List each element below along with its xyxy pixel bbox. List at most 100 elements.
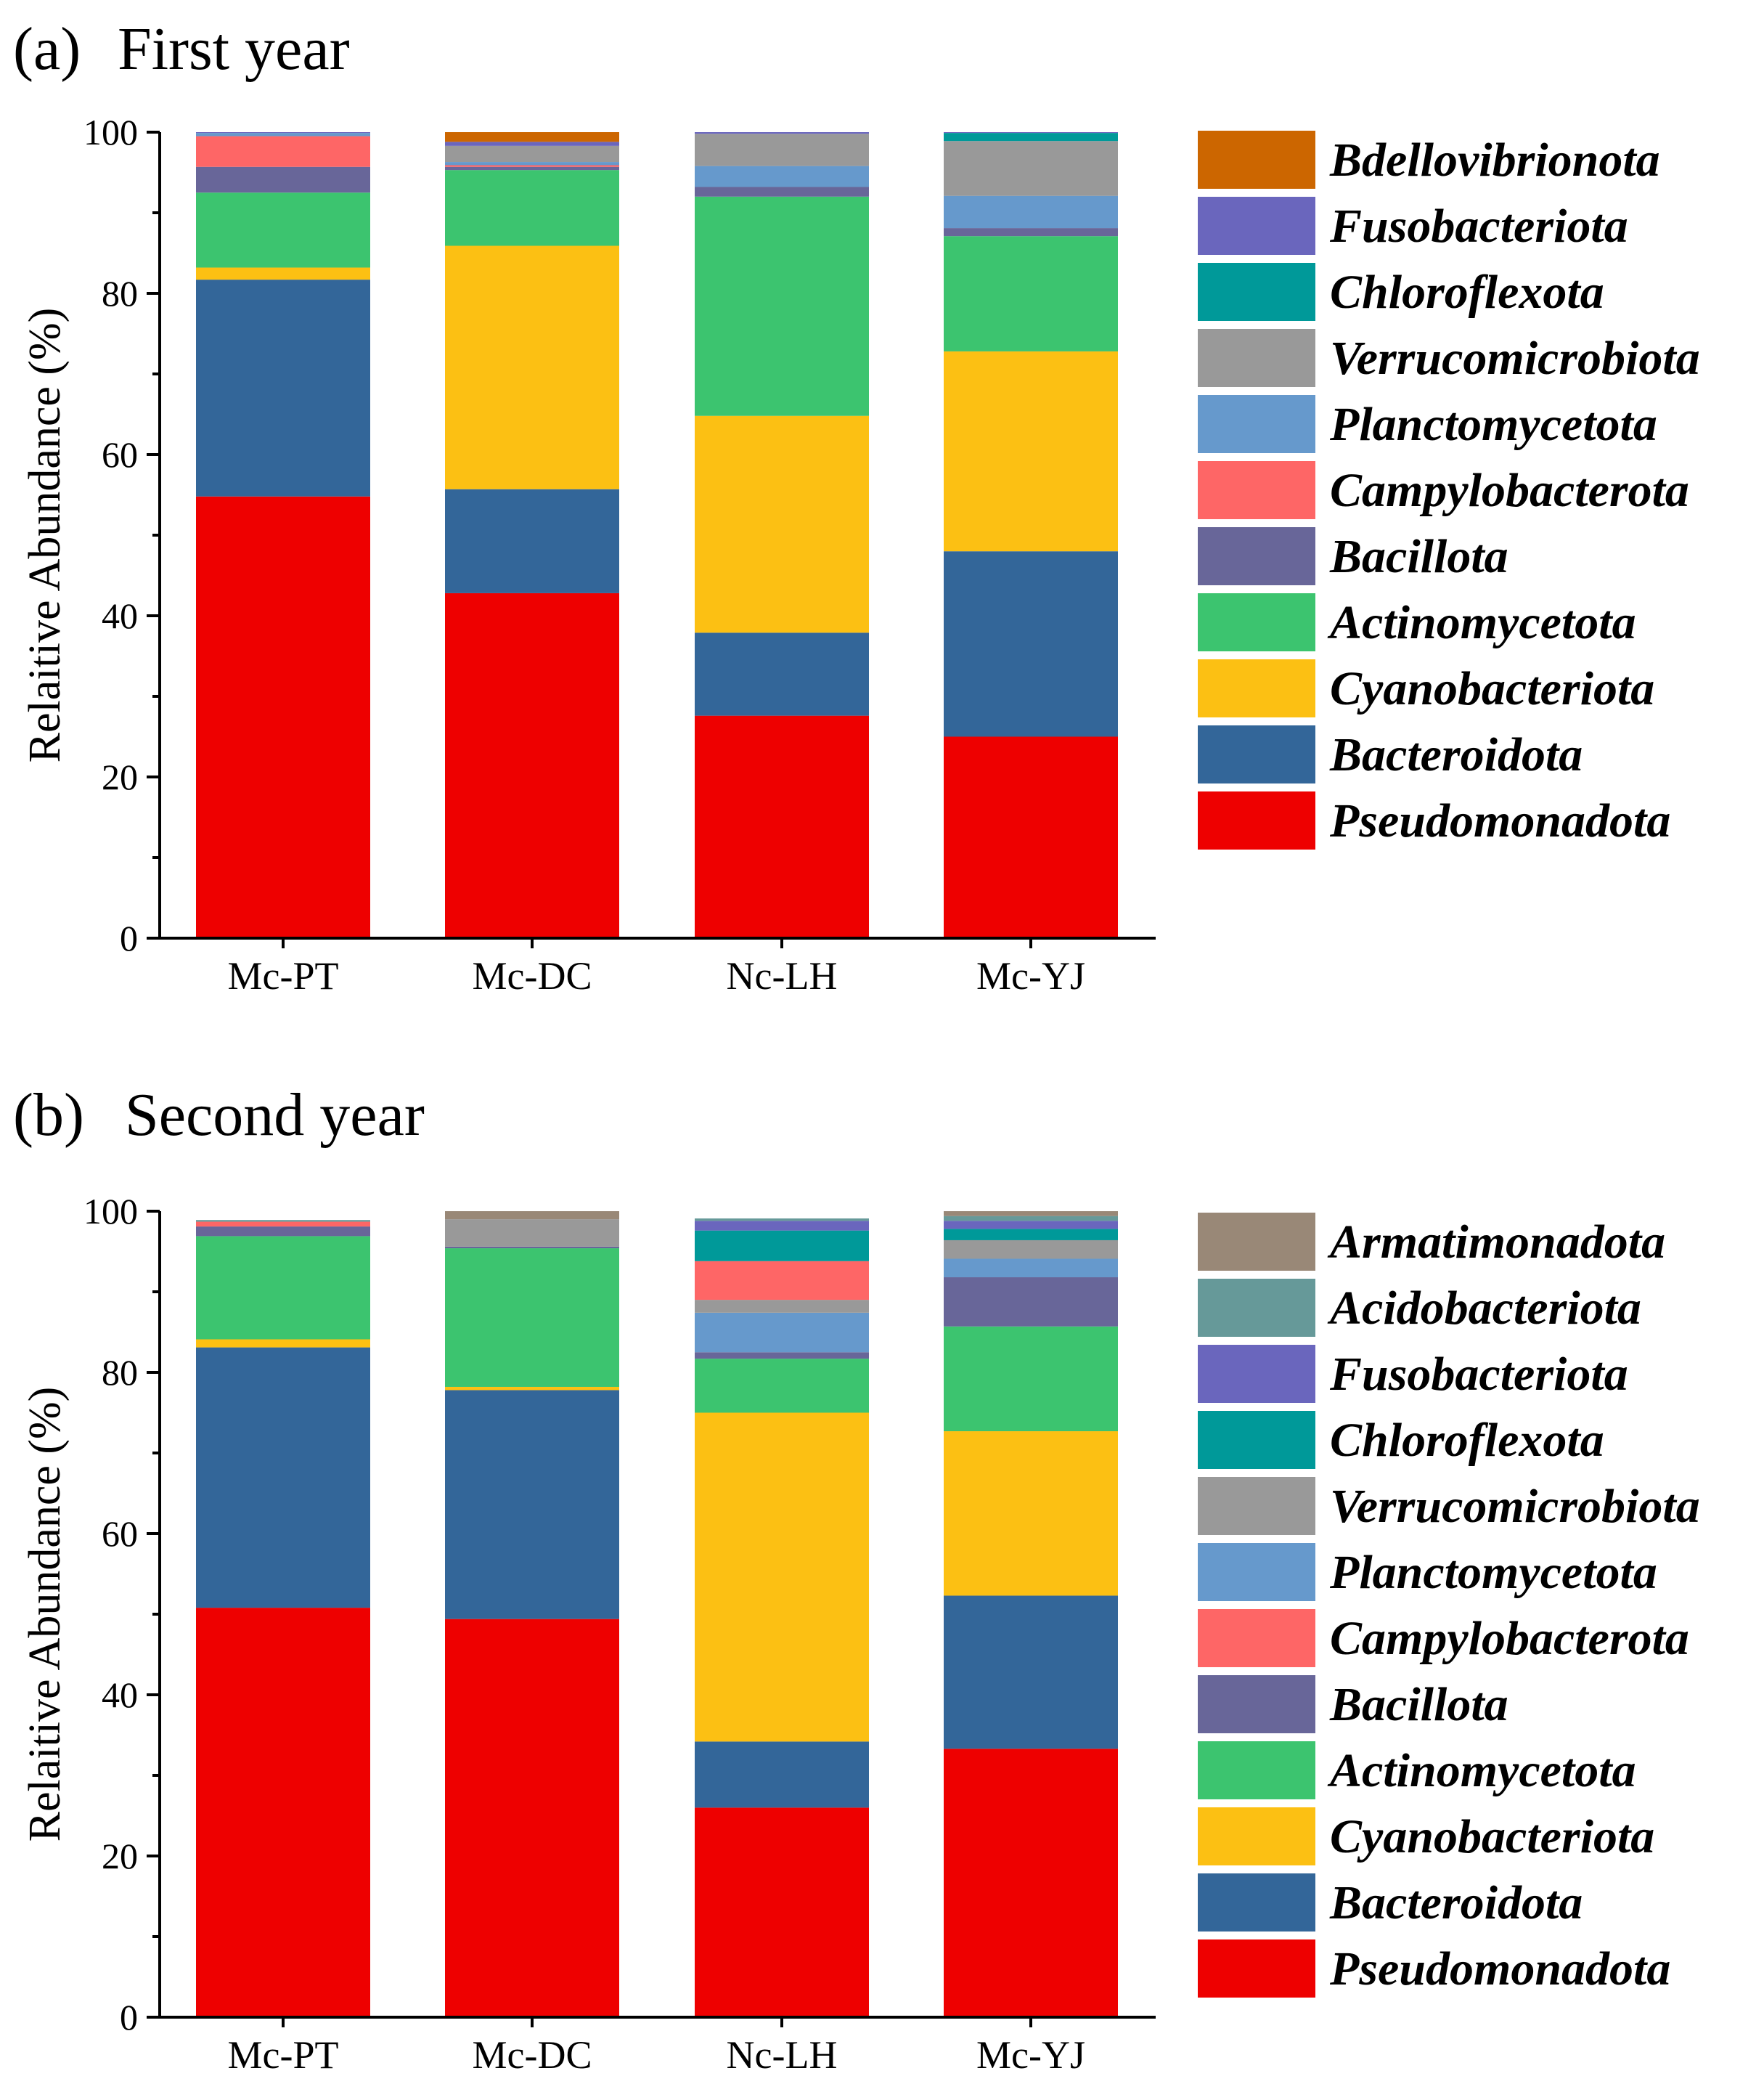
panel-a-letter: (a)	[13, 15, 81, 83]
x-tick-label: Nc-LH	[727, 2033, 838, 2076]
legend-label: Bdellovibrionota	[1329, 134, 1660, 187]
bar-segment	[944, 1216, 1118, 1221]
y-tick-label: 0	[120, 918, 138, 958]
bar-segment	[944, 1431, 1118, 1596]
legend-swatch	[1198, 197, 1315, 255]
legend-label: Campylobacterota	[1330, 1612, 1689, 1665]
bar-segment	[445, 162, 619, 166]
legend-swatch	[1198, 1873, 1315, 1932]
legend-label: Pseudomonadota	[1329, 1942, 1670, 1995]
bar-segment	[944, 236, 1118, 351]
bar-segment	[695, 1221, 869, 1231]
bar-segment	[196, 133, 370, 137]
bar-segment	[445, 1246, 619, 1249]
x-tick-label: Mc-PT	[228, 954, 339, 998]
bar-segment	[944, 1326, 1118, 1432]
y-tick-label: 0	[120, 1997, 138, 2038]
legend-swatch	[1198, 1345, 1315, 1403]
bar-segment	[944, 141, 1118, 196]
bar-segment	[944, 133, 1118, 142]
y-tick-label: 40	[102, 1674, 138, 1715]
legend-label: Bacteroidota	[1329, 1876, 1583, 1929]
legend-label: Verrucomicrobiota	[1330, 332, 1700, 385]
bar-segment	[196, 1347, 370, 1608]
bar-segment	[196, 192, 370, 268]
y-axis-label: Relaitive Abundance (%)	[20, 308, 70, 763]
legend-swatch	[1198, 1807, 1315, 1865]
legend-swatch	[1198, 1675, 1315, 1733]
bar-segment	[695, 1741, 869, 1808]
bar-segment	[196, 166, 370, 193]
bar-segment	[944, 1749, 1118, 2017]
x-tick-label: Mc-YJ	[976, 2033, 1085, 2076]
bar-segment	[196, 1236, 370, 1340]
bar-segment	[695, 1300, 869, 1313]
legend-swatch	[1198, 725, 1315, 783]
x-tick-label: Mc-PT	[228, 2033, 339, 2076]
bar-segment	[944, 736, 1118, 938]
legend-label: Cyanobacteriota	[1330, 1810, 1654, 1863]
y-tick-label: 80	[102, 1352, 138, 1393]
bar-segment	[196, 132, 370, 134]
y-tick-label: 60	[102, 1513, 138, 1554]
x-tick-label: Nc-LH	[727, 954, 838, 998]
legend-b: Armatimonadota Acidobacteriota Fusobacteri…	[1198, 1213, 1700, 1998]
legend-swatch	[1198, 1477, 1315, 1535]
bar-segment	[944, 351, 1118, 552]
y-tick-label: 60	[102, 434, 138, 475]
bar-segment	[445, 145, 619, 163]
bar-segment	[196, 267, 370, 280]
bar-segment	[445, 1386, 619, 1391]
bar-segment	[695, 632, 869, 716]
y-tick-label: 100	[83, 1191, 138, 1232]
bar-segment	[695, 1230, 869, 1261]
bar-segment	[695, 1218, 869, 1221]
legend-swatch	[1198, 659, 1315, 717]
legend-label: Actinomycetota	[1327, 1744, 1636, 1797]
bar-segment	[445, 142, 619, 146]
bar-segment	[695, 715, 869, 938]
legend-label: Armatimonadota	[1327, 1216, 1665, 1269]
bar-segment	[695, 1412, 869, 1742]
legend-label: Verrucomicrobiota	[1330, 1480, 1700, 1533]
bar-segment	[695, 196, 869, 416]
legend-label: Chloroflexota	[1330, 1414, 1604, 1467]
bar-segment	[445, 165, 619, 167]
x-tick-label: Mc-DC	[473, 954, 592, 998]
legend-swatch	[1198, 527, 1315, 585]
legend-label: Actinomycetota	[1327, 596, 1636, 649]
bar-segment	[944, 1258, 1118, 1278]
y-tick-label: 20	[102, 757, 138, 797]
legend-swatch	[1198, 131, 1315, 189]
legend-swatch	[1198, 1741, 1315, 1799]
legend-label: Planctomycetota	[1329, 398, 1657, 451]
panel-a-title: First year	[118, 15, 350, 83]
legend-swatch	[1198, 1411, 1315, 1469]
bar-segment	[445, 132, 619, 142]
bar-segment	[944, 1240, 1118, 1259]
legend-label: Pseudomonadota	[1329, 794, 1670, 847]
bar-segment	[196, 136, 370, 167]
bar-segment	[445, 1248, 619, 1387]
legend-swatch	[1198, 593, 1315, 651]
plot-area-a: Mc-PT Mc-DC Nc-LH Mc-YJ 0 20 40 60 80 100 Relaitiv…	[20, 112, 1156, 998]
x-tick-label: Mc-YJ	[976, 954, 1085, 998]
bar-segment	[695, 187, 869, 197]
legend-label: Chloroflexota	[1330, 266, 1604, 319]
legend-swatch	[1198, 263, 1315, 321]
bar-segment	[445, 489, 619, 593]
bar-segment	[196, 1220, 370, 1222]
bar-segment	[695, 166, 869, 187]
legend-label: Bacillota	[1329, 1678, 1508, 1731]
bar-segment	[695, 1359, 869, 1413]
legend-label: Campylobacterota	[1330, 464, 1689, 517]
y-tick-label: 100	[83, 112, 138, 152]
bar-segment	[196, 1221, 370, 1227]
y-tick-label: 80	[102, 273, 138, 314]
legend-swatch	[1198, 791, 1315, 850]
y-axis-label: Relaitive Abundance (%)	[20, 1387, 70, 1842]
panel-first-year: (a) First year Mc-PT Mc-DC Nc-LH Mc-YJ 0 20 40…	[13, 15, 1700, 998]
bar-segment	[445, 1619, 619, 2017]
y-tick-label: 40	[102, 595, 138, 636]
